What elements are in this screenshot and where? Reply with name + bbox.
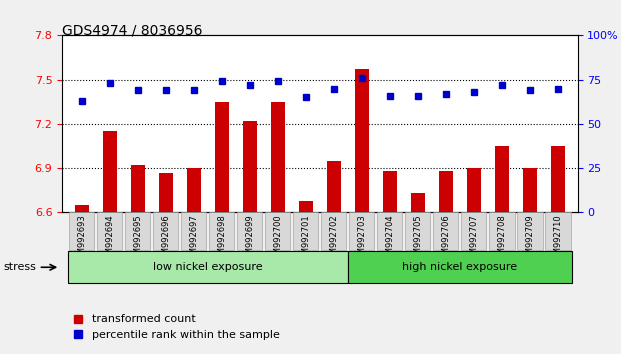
Legend: transformed count, percentile rank within the sample: transformed count, percentile rank withi… <box>68 310 284 344</box>
Bar <box>545 212 571 250</box>
Bar <box>243 121 257 212</box>
Bar <box>551 146 565 212</box>
Bar <box>349 212 374 250</box>
Text: GSM992700: GSM992700 <box>273 214 283 265</box>
Text: GSM992708: GSM992708 <box>497 214 506 265</box>
Bar <box>355 69 369 212</box>
Text: GSM992693: GSM992693 <box>77 214 86 265</box>
Bar <box>517 212 543 250</box>
Text: GSM992695: GSM992695 <box>134 214 142 265</box>
Bar <box>181 212 206 250</box>
Text: GDS4974 / 8036956: GDS4974 / 8036956 <box>62 23 202 37</box>
Bar <box>411 193 425 212</box>
Bar <box>125 212 150 250</box>
Text: GSM992699: GSM992699 <box>245 214 254 265</box>
Bar <box>265 212 291 250</box>
Text: GSM992707: GSM992707 <box>469 214 478 265</box>
Text: GSM992703: GSM992703 <box>357 214 366 265</box>
Bar <box>433 212 458 250</box>
Text: GSM992706: GSM992706 <box>442 214 450 265</box>
Bar <box>271 102 285 212</box>
Text: stress: stress <box>3 262 36 272</box>
Bar <box>461 212 486 250</box>
Bar <box>237 212 263 250</box>
Bar <box>439 171 453 212</box>
Bar <box>321 212 347 250</box>
Bar <box>131 165 145 212</box>
Text: high nickel exposure: high nickel exposure <box>402 262 517 272</box>
Text: GSM992702: GSM992702 <box>329 214 338 265</box>
Bar <box>327 161 341 212</box>
Bar <box>159 172 173 212</box>
Bar <box>495 146 509 212</box>
Bar <box>383 171 397 212</box>
Text: GSM992704: GSM992704 <box>386 214 394 265</box>
Text: GSM992701: GSM992701 <box>301 214 310 265</box>
Bar <box>209 212 234 250</box>
Bar <box>215 102 229 212</box>
Bar <box>299 201 313 212</box>
Text: GSM992710: GSM992710 <box>553 214 563 265</box>
Bar <box>102 131 117 212</box>
Bar <box>489 212 515 250</box>
Bar <box>187 168 201 212</box>
Text: GSM992697: GSM992697 <box>189 214 198 265</box>
Bar <box>293 212 319 250</box>
Bar <box>68 251 348 283</box>
Bar <box>153 212 178 250</box>
Bar <box>348 251 572 283</box>
Text: GSM992696: GSM992696 <box>161 214 170 265</box>
Text: GSM992705: GSM992705 <box>414 214 422 265</box>
Bar <box>377 212 402 250</box>
Text: GSM992694: GSM992694 <box>105 214 114 265</box>
Text: GSM992698: GSM992698 <box>217 214 226 265</box>
Text: low nickel exposure: low nickel exposure <box>153 262 263 272</box>
Bar <box>406 212 430 250</box>
Bar <box>69 212 94 250</box>
Bar <box>467 168 481 212</box>
Text: GSM992709: GSM992709 <box>525 214 535 265</box>
Bar <box>523 168 537 212</box>
Bar <box>75 205 89 212</box>
Bar <box>97 212 122 250</box>
